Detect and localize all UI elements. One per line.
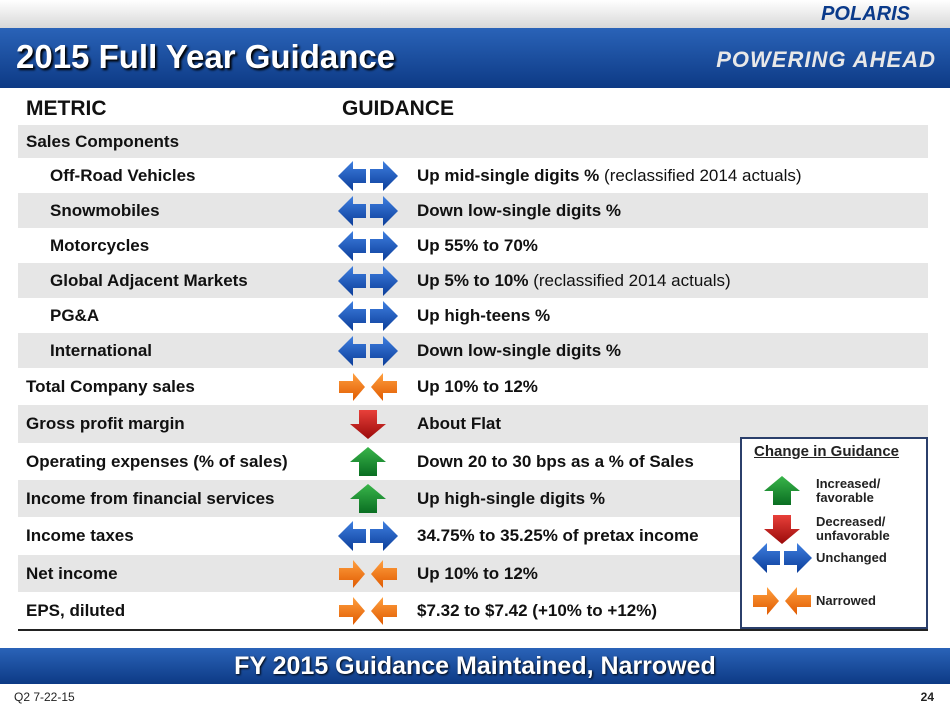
- metric: Snowmobiles: [50, 200, 160, 220]
- guidance: Down low-single digits %: [417, 201, 621, 221]
- guidance-text: Up 10% to 12%: [417, 563, 538, 583]
- metric: Off-Road Vehicles: [50, 165, 196, 185]
- table-rule: [18, 629, 928, 631]
- legend-label: Narrowed: [816, 593, 876, 608]
- guidance-note: (reclassified 2014 actuals): [533, 270, 731, 290]
- guidance-text: Up mid-single digits %: [417, 165, 600, 185]
- table-row: Global Adjacent Markets Up 5% to 10% (rec…: [18, 263, 928, 298]
- metric: Global Adjacent Markets: [50, 270, 248, 290]
- change-icon: [338, 335, 398, 366]
- slide-title: 2015 Full Year Guidance: [16, 38, 396, 75]
- guidance: Up 5% to 10% (reclassified 2014 actuals): [417, 271, 731, 291]
- guidance-text: About Flat: [417, 414, 502, 433]
- logo: POLARIS: [821, 3, 910, 25]
- legend-label: Decreased/ unfavorable: [816, 514, 890, 543]
- metric: Motorcycles: [50, 235, 150, 255]
- guidance: $7.32 to $7.42 (+10% to +12%): [417, 601, 657, 621]
- metric: PG&A: [50, 305, 100, 325]
- metric: Total Company sales: [26, 376, 195, 396]
- guidance-note: (reclassified 2014 actuals): [604, 165, 802, 185]
- change-icon: [338, 300, 398, 331]
- table-row: Motorcycles Up 55% to 70%: [18, 228, 928, 263]
- change-icon: [753, 587, 811, 615]
- title-band: [0, 28, 950, 88]
- column-header: GUIDANCE: [342, 97, 455, 120]
- metric: Gross profit margin: [26, 414, 185, 433]
- change-icon: [338, 265, 398, 296]
- footer-date: Q2 7-22-15: [14, 690, 75, 704]
- metric: International: [50, 340, 153, 360]
- guidance-text: Up high-single digits %: [417, 488, 605, 508]
- legend-title: Change in Guidance: [754, 443, 900, 460]
- change-icon: [764, 476, 800, 505]
- guidance-text: Up high-teens %: [417, 305, 551, 325]
- guidance: Up high-teens %: [417, 306, 550, 326]
- guidance: Down 20 to 30 bps as a % of Sales: [417, 452, 694, 472]
- table-row: Off-Road Vehicles Up mid-single digits % …: [18, 158, 928, 193]
- legend-label: Increased/ favorable: [816, 476, 881, 505]
- guidance-text: Down low-single digits %: [417, 200, 621, 220]
- guidance-text: Down low-single digits %: [417, 340, 621, 360]
- legend-label: Unchanged: [816, 550, 887, 565]
- change-icon: [752, 543, 812, 573]
- guidance: Down low-single digits %: [417, 341, 621, 361]
- column-header: METRIC: [26, 97, 107, 120]
- guidance: Up 55% to 70%: [417, 236, 538, 256]
- metric: Net income: [26, 563, 118, 583]
- table-row: PG&A Up high-teens %: [18, 298, 928, 333]
- guidance: 34.75% to 35.25% of pretax income: [417, 526, 699, 546]
- page-number: 24: [920, 690, 934, 704]
- table-row: International Down low-single digits %: [18, 333, 928, 368]
- metric: Operating expenses (% of sales): [26, 451, 288, 471]
- guidance-text: Down 20 to 30 bps as a % of Sales: [417, 451, 694, 471]
- legend: Change in Guidance Increased/ favorable D…: [740, 437, 928, 629]
- change-icon: [350, 410, 386, 439]
- guidance: Up 10% to 12%: [417, 564, 538, 584]
- metric: Income taxes: [26, 526, 134, 545]
- top-bar: [0, 0, 950, 28]
- guidance-text: $7.32 to $7.42 (+10% to +12%): [417, 600, 658, 620]
- guidance: Up mid-single digits % (reclassified 201…: [417, 166, 802, 186]
- table-row: Sales Components: [18, 125, 928, 158]
- change-icon: [339, 559, 397, 588]
- table-row: Gross profit margin About Flat: [18, 405, 928, 443]
- table-row: Snowmobiles Down low-single digits %: [18, 193, 928, 228]
- guidance-text: Up 5% to 10%: [417, 270, 529, 290]
- guidance: Up 10% to 12%: [417, 377, 538, 397]
- change-icon: [339, 372, 397, 401]
- change-icon: [338, 230, 398, 261]
- guidance-text: 34.75% to 35.25% of pretax income: [417, 526, 699, 545]
- change-icon: [350, 483, 386, 513]
- change-icon: [338, 521, 398, 551]
- metric: Income from financial services: [26, 488, 275, 508]
- guidance-text: Up 10% to 12%: [417, 376, 538, 396]
- metric: Sales Components: [26, 131, 180, 151]
- change-icon: [338, 195, 398, 226]
- banner: FY 2015 Guidance Maintained, Narrowed: [0, 648, 950, 684]
- tagline: POWERING AHEAD: [716, 47, 936, 72]
- change-icon: [339, 596, 397, 625]
- guidance: About Flat: [417, 414, 501, 434]
- metric: EPS, diluted: [26, 600, 126, 620]
- change-icon: [764, 515, 800, 544]
- guidance: Up high-single digits %: [417, 489, 605, 509]
- table-row: Total Company sales Up 10% to 12%: [18, 368, 928, 405]
- guidance-text: Up 55% to 70%: [417, 235, 538, 255]
- change-icon: [338, 160, 398, 191]
- change-icon: [350, 446, 386, 476]
